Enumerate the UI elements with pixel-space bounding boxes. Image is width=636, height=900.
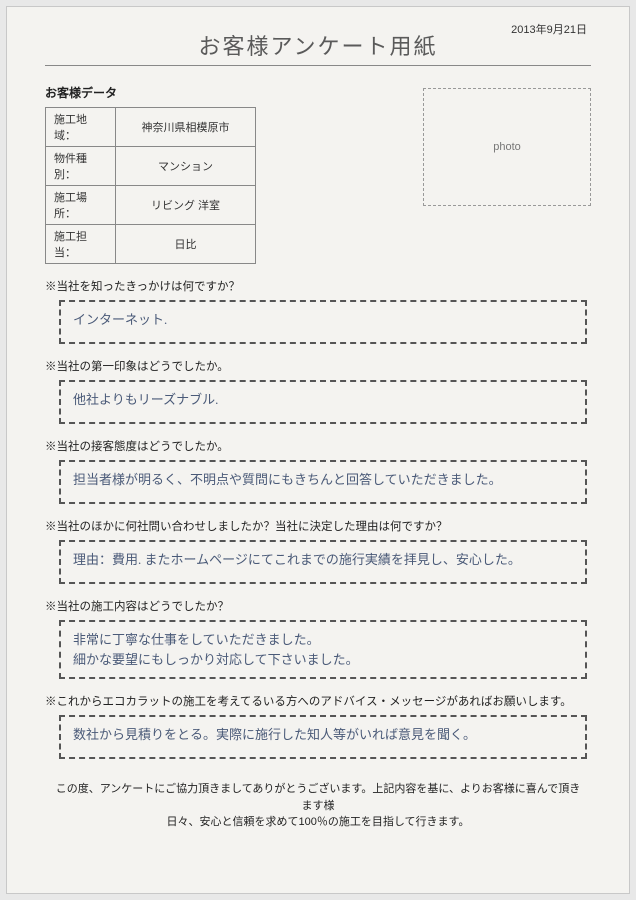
question-1: ※当社を知ったきっかけは何ですか？ xyxy=(45,278,591,294)
cell-key: 物件種別： xyxy=(46,147,116,186)
cell-key: 施工担当： xyxy=(46,225,116,264)
survey-page: 2013年9月21日 お客様アンケート用紙 お客様データ 施工地域： 神奈川県相… xyxy=(6,6,630,894)
customer-data-table: 施工地域： 神奈川県相模原市 物件種別： マンション 施工場所： リビング 洋室… xyxy=(45,107,256,264)
table-row: 施工担当： 日比 xyxy=(46,225,256,264)
footer-text: この度、アンケートにご協力頂きましてありがとうございます。上記内容を基に、よりお… xyxy=(45,781,591,831)
answer-5: 非常に丁寧な仕事をしていただきました。細かな要望にもしっかり対応して下さいました… xyxy=(59,620,587,679)
question-4: ※当社のほかに何社問い合わせしましたか？当社に決定した理由は何ですか？ xyxy=(45,518,591,534)
cell-key: 施工地域： xyxy=(46,108,116,147)
question-5: ※当社の施工内容はどうでしたか？ xyxy=(45,598,591,614)
answer-1: インターネット. xyxy=(59,300,587,344)
answer-6: 数社から見積りをとる。実際に施行した知人等がいれば意見を聞く。 xyxy=(59,715,587,759)
question-2: ※当社の第一印象はどうでしたか。 xyxy=(45,358,591,374)
title-underline xyxy=(45,65,591,66)
date: 2013年9月21日 xyxy=(511,21,587,37)
question-3: ※当社の接客態度はどうでしたか。 xyxy=(45,438,591,454)
photo-placeholder: photo xyxy=(423,88,591,206)
question-6: ※これからエコカラットの施工を考えてるいる方へのアドバイス・メッセージがあればお… xyxy=(45,693,591,709)
top-row: お客様データ 施工地域： 神奈川県相模原市 物件種別： マンション 施工場所： … xyxy=(45,84,591,264)
answer-4: 理由：費用. またホームページにてこれまでの施行実績を拝見し、安心した。 xyxy=(59,540,587,584)
cell-key: 施工場所： xyxy=(46,186,116,225)
page-title: お客様アンケート用紙 xyxy=(45,29,591,61)
cell-val: 日比 xyxy=(116,225,256,264)
customer-data-label: お客様データ xyxy=(45,84,256,101)
table-row: 物件種別： マンション xyxy=(46,147,256,186)
customer-data-block: お客様データ 施工地域： 神奈川県相模原市 物件種別： マンション 施工場所： … xyxy=(45,84,256,264)
cell-val: リビング 洋室 xyxy=(116,186,256,225)
table-row: 施工場所： リビング 洋室 xyxy=(46,186,256,225)
cell-val: マンション xyxy=(116,147,256,186)
answer-2: 他社よりもリーズナブル. xyxy=(59,380,587,424)
answer-3: 担当者様が明るく、不明点や質問にもきちんと回答していただきました。 xyxy=(59,460,587,504)
table-row: 施工地域： 神奈川県相模原市 xyxy=(46,108,256,147)
cell-val: 神奈川県相模原市 xyxy=(116,108,256,147)
